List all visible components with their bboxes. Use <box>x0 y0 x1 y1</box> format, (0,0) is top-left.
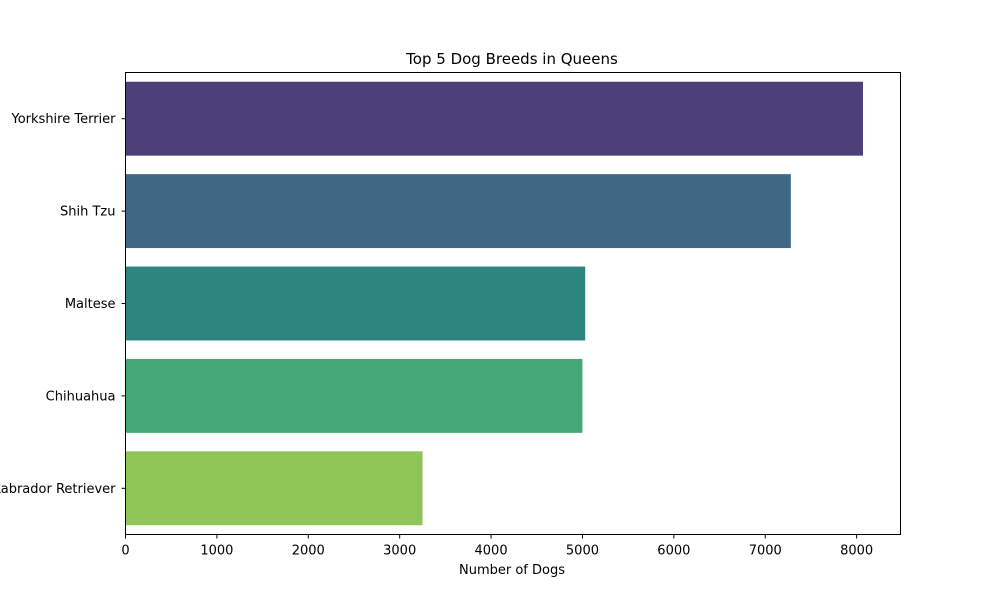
x-axis: 0 1000 2000 3000 4000 5000 6000 7000 8000 <box>121 534 873 559</box>
bars-group <box>125 81 864 526</box>
x-tick-label: 8000 <box>840 544 873 559</box>
y-tick-label: Maltese <box>65 297 116 312</box>
x-tick-label: 6000 <box>657 544 690 559</box>
x-tick-label: 0 <box>121 544 129 559</box>
chart-title: Top 5 Dog Breeds in Queens <box>405 50 618 68</box>
x-tick-label: 1000 <box>200 544 233 559</box>
x-tick-label: 3000 <box>383 544 416 559</box>
x-axis-label: Number of Dogs <box>459 563 565 578</box>
x-tick-label: 2000 <box>292 544 325 559</box>
bar-maltese <box>125 266 586 341</box>
bar-chihuahua <box>125 358 583 433</box>
y-tick-label: Shih Tzu <box>60 205 115 220</box>
y-tick-label: Yorkshire Terrier <box>11 112 117 127</box>
bar-labrador-retriever <box>125 451 423 526</box>
y-tick-label: Chihuahua <box>46 389 116 404</box>
y-axis: Yorkshire Terrier Shih Tzu Maltese Chihuahu… <box>0 112 126 497</box>
x-tick-label: 5000 <box>566 544 599 559</box>
x-tick-label: 7000 <box>749 544 782 559</box>
bar-shih-tzu <box>125 174 791 249</box>
bar-yorkshire-terrier <box>125 81 864 156</box>
y-tick-label: Labrador Retriever <box>0 482 116 497</box>
plot-frame <box>125 72 901 535</box>
x-tick-label: 4000 <box>475 544 508 559</box>
